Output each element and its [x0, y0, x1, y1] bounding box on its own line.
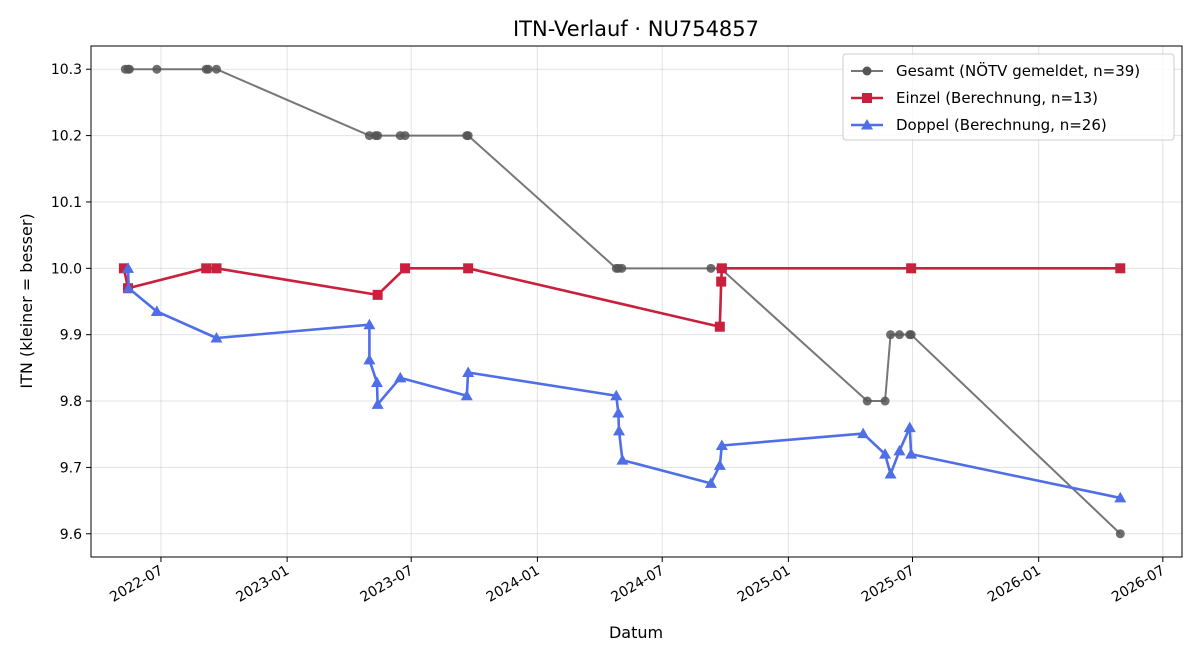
- data-point: [704, 477, 717, 488]
- data-point: [463, 263, 474, 274]
- x-tick-label: 2025-07: [859, 563, 918, 606]
- x-tick-label: 2026-07: [1109, 563, 1168, 606]
- x-tick-label: 2025-01: [735, 563, 794, 606]
- data-point: [713, 459, 726, 470]
- y-tick-label: 10.3: [51, 62, 82, 78]
- data-point: [371, 398, 384, 409]
- legend-marker: [862, 66, 872, 76]
- y-tick-label: 9.6: [60, 527, 82, 543]
- legend-marker: [862, 93, 872, 103]
- data-point: [152, 64, 162, 74]
- legend: Gesamt (NÖTV gemeldet, n=39) Einzel (Bere…: [842, 53, 1175, 141]
- legend-item: Gesamt (NÖTV gemeldet, n=39): [851, 61, 1140, 80]
- data-point: [857, 427, 870, 439]
- legend-item: Doppel (Berechnung, n=26): [851, 116, 1107, 134]
- y-tick-label: 10.1: [51, 195, 82, 211]
- data-point: [118, 263, 129, 274]
- series-square: [118, 263, 1126, 332]
- data-point: [879, 448, 892, 459]
- data-point: [893, 444, 906, 456]
- x-axis-label: Datum: [609, 623, 663, 642]
- legend-label: Einzel (Berechnung, n=13): [896, 89, 1098, 107]
- data-point: [613, 424, 626, 436]
- data-point: [617, 263, 627, 273]
- legend-item: Einzel (Berechnung, n=13): [851, 89, 1098, 107]
- data-point: [122, 262, 135, 273]
- data-point: [906, 330, 916, 340]
- data-point: [373, 131, 383, 141]
- data-point: [370, 376, 383, 387]
- y-tick-label: 9.9: [60, 328, 82, 344]
- data-point: [616, 454, 629, 465]
- data-point: [1115, 529, 1125, 539]
- data-point: [880, 396, 890, 406]
- x-tick-label: 2022-07: [107, 563, 166, 606]
- series-triangle: [122, 262, 1127, 503]
- data-point: [122, 282, 135, 293]
- data-point: [884, 468, 897, 479]
- data-point: [716, 263, 727, 274]
- x-tick-label: 2024-01: [484, 563, 543, 606]
- data-point: [150, 305, 163, 316]
- data-point: [124, 64, 134, 74]
- legend-marker: [861, 119, 873, 130]
- y-tick-label: 10.2: [51, 129, 82, 145]
- data-point: [714, 321, 725, 332]
- y-tick-label: 9.8: [60, 394, 82, 410]
- chart-title: ITN-Verlauf · NU754857: [513, 17, 759, 41]
- data-point: [612, 406, 625, 418]
- data-point: [394, 371, 407, 383]
- series-circle: [120, 64, 1125, 539]
- data-point: [715, 439, 728, 451]
- data-point: [886, 330, 896, 340]
- data-point: [716, 276, 727, 287]
- data-point: [372, 289, 383, 300]
- data-point: [903, 421, 916, 433]
- legend-label: Doppel (Berechnung, n=26): [896, 116, 1107, 134]
- x-tick-label: 2024-07: [609, 563, 668, 606]
- data-point: [203, 64, 213, 74]
- data-point: [610, 389, 623, 401]
- data-point: [363, 318, 376, 330]
- series-line: [122, 267, 1121, 329]
- data-point: [862, 396, 872, 406]
- data-point: [1114, 491, 1127, 503]
- x-tick-label: 2026-01: [985, 563, 1044, 606]
- data-point: [211, 64, 221, 74]
- data-point: [463, 131, 473, 141]
- data-point: [462, 366, 475, 378]
- series-layer: [118, 64, 1127, 539]
- data-point: [1115, 263, 1126, 274]
- data-point: [906, 263, 917, 274]
- plot-frame: [90, 45, 1183, 558]
- data-point: [894, 330, 904, 340]
- data-point: [400, 263, 411, 274]
- data-point: [364, 131, 374, 141]
- y-axis-label: ITN (kleiner = besser): [17, 213, 36, 388]
- data-point: [201, 263, 212, 274]
- data-point: [706, 263, 716, 273]
- y-axis: 9.6 9.7 9.8 9.9 10.0 10.1 10.2 10.3: [51, 62, 91, 543]
- y-tick-label: 10.0: [51, 261, 82, 277]
- data-point: [400, 131, 410, 141]
- data-point: [905, 448, 918, 459]
- data-point: [460, 389, 473, 401]
- x-tick-label: 2023-01: [233, 563, 292, 606]
- legend-box: [842, 53, 1175, 141]
- legend-label: Gesamt (NÖTV gemeldet, n=39): [896, 61, 1140, 80]
- data-point: [210, 332, 223, 343]
- x-axis: 2022-07 2023-01 2023-07 2024-01 2024-07 2025-…: [107, 557, 1168, 606]
- y-tick-label: 9.7: [60, 460, 82, 476]
- x-tick-label: 2023-07: [358, 563, 417, 606]
- data-point: [363, 353, 376, 365]
- data-point: [211, 263, 222, 274]
